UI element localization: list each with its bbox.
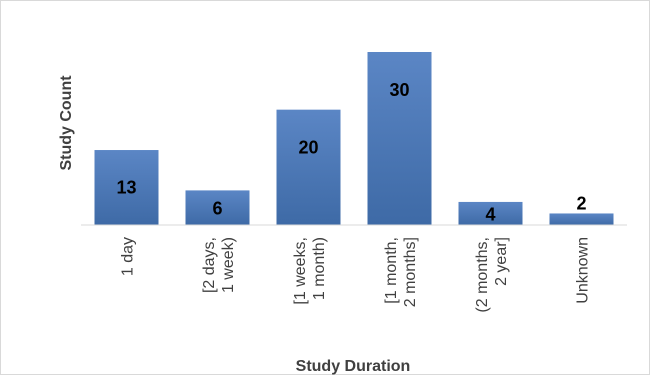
x-tick-label-4: (2 months, 2 year] (474, 237, 510, 313)
bar-0 (94, 150, 159, 225)
x-tick-label-2: [1 weeks, 1 month) (292, 237, 328, 305)
data-label-4: 4 (485, 204, 495, 224)
data-label-1: 6 (212, 199, 222, 219)
x-tick-label-1: [2 days, 1 week) (201, 237, 237, 293)
data-label-5: 2 (576, 193, 586, 213)
x-tick-label-4-line-0: (2 months, (474, 237, 491, 313)
x-tick-label-3-line-0: [1 month, (383, 237, 400, 304)
x-tick-label-2-line-0: [1 weeks, (292, 237, 309, 305)
x-tick-label-0: 1 day (120, 237, 137, 276)
bar-1 (185, 190, 250, 225)
data-label-3: 30 (389, 80, 409, 100)
x-tick-label-1-line-1: 1 week) (220, 237, 237, 293)
bar-3 (367, 52, 432, 225)
bar-4 (458, 201, 523, 225)
y-axis-title: Study Count (58, 75, 75, 171)
bars-layer: 13 6 20 30 4 2 (94, 52, 614, 225)
x-tick-labels: 1 day [2 days, 1 week) [1 weeks, 1 month) [1 … (120, 237, 592, 313)
x-tick-label-3-line-1: 2 months] (402, 237, 419, 307)
x-tick-label-2-line-1: 1 month) (311, 237, 328, 300)
data-label-0: 13 (116, 178, 136, 198)
x-tick-label-4-line-1: 2 year] (493, 237, 510, 286)
x-tick-label-1-line-0: [2 days, (201, 237, 218, 293)
bar-5 (549, 213, 614, 225)
x-tick-label-3: [1 month, 2 months] (383, 237, 419, 307)
x-tick-label-0-line-0: 1 day (120, 237, 137, 276)
bar-2 (276, 109, 341, 225)
x-tick-label-5-line-0: Unknown (575, 237, 592, 304)
x-tick-label-5: Unknown (575, 237, 592, 304)
x-axis-title: Study Duration (296, 358, 411, 375)
data-label-2: 20 (298, 138, 318, 158)
